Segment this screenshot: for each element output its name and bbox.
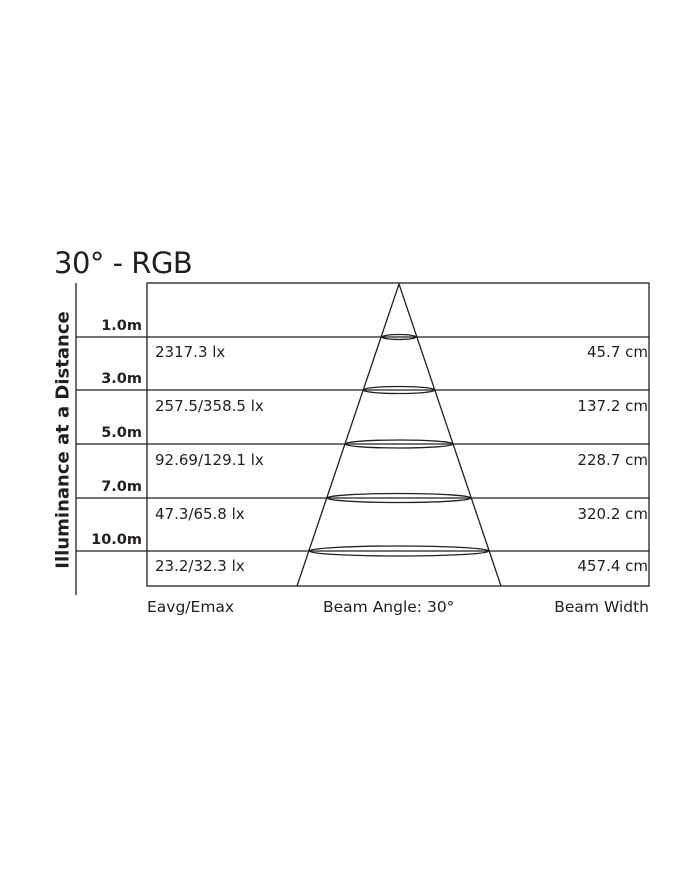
y-axis-label: Illuminance at a Distance <box>52 311 74 569</box>
footer-beam-width: Beam Width <box>554 598 649 616</box>
beam-ellipse-4 <box>326 492 472 504</box>
illuminance-value: 2317.3 lx <box>155 343 226 361</box>
illuminance-value: 23.2/32.3 lx <box>155 557 245 575</box>
beam-width-value: 320.2 cm <box>577 505 648 523</box>
beam-width-value: 228.7 cm <box>577 451 648 469</box>
distance-label: 5.0m <box>101 425 142 441</box>
distance-label: 3.0m <box>101 371 142 387</box>
beam-width-value: 137.2 cm <box>577 397 648 415</box>
footer-eavg-emax: Eavg/Emax <box>147 598 235 616</box>
illuminance-value: 47.3/65.8 lx <box>155 505 245 523</box>
beam-ellipse-3 <box>344 439 454 449</box>
diagram-title: 30° - RGB <box>54 246 193 280</box>
beam-ellipse-5 <box>308 545 490 557</box>
beam-cone <box>296 281 502 587</box>
beam-width-value: 45.7 cm <box>586 343 648 361</box>
footer-beam-angle: Beam Angle: 30° <box>323 598 455 616</box>
distance-label: 7.0m <box>101 479 142 495</box>
illuminance-value: 257.5/358.5 lx <box>155 397 264 415</box>
illuminance-value: 92.69/129.1 lx <box>155 451 264 469</box>
beam-ellipse-1 <box>381 333 417 341</box>
distance-label: 1.0m <box>101 318 142 334</box>
beam-width-value: 457.4 cm <box>577 557 648 575</box>
beam-ellipse-2 <box>362 385 436 395</box>
table-frame <box>146 282 650 587</box>
distance-label: 10.0m <box>91 532 142 548</box>
